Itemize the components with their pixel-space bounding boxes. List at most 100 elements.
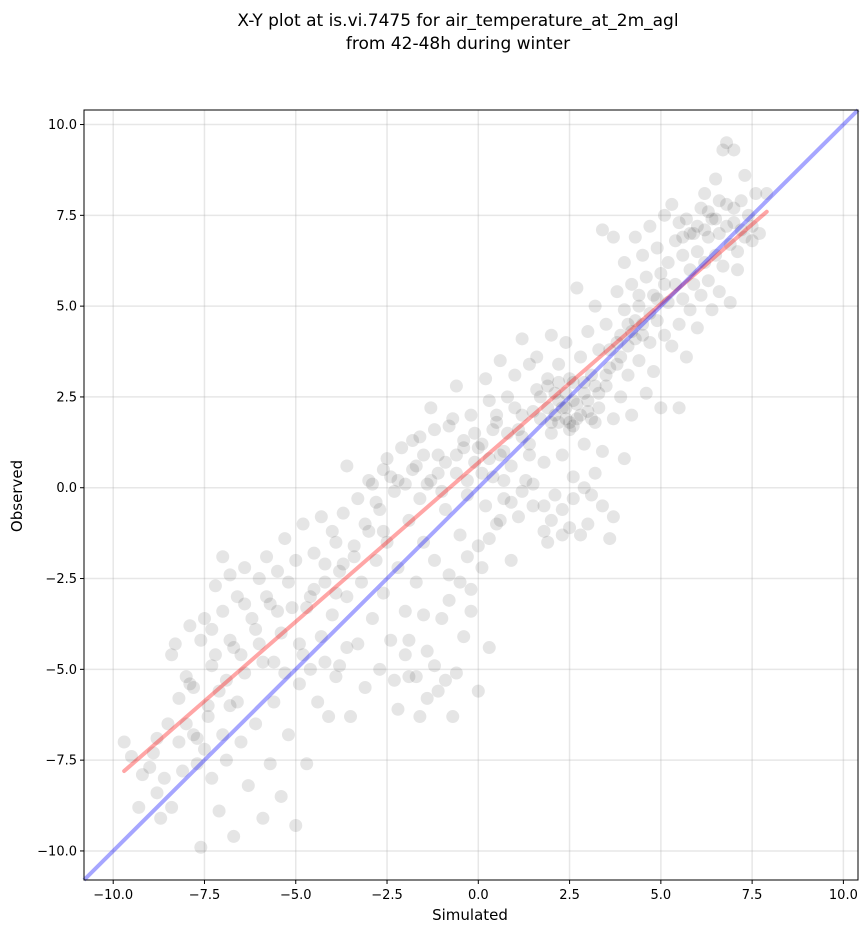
data-point xyxy=(720,219,734,233)
data-point xyxy=(698,223,712,237)
data-point xyxy=(482,641,496,655)
data-point xyxy=(369,553,383,567)
data-point xyxy=(515,430,529,444)
data-point xyxy=(446,710,460,724)
x-tick-label: 10.0 xyxy=(829,888,858,903)
data-point xyxy=(486,470,500,484)
data-point xyxy=(420,691,434,705)
data-point xyxy=(194,633,208,647)
data-point xyxy=(522,448,536,462)
regression-line xyxy=(122,209,769,774)
data-point xyxy=(216,604,230,618)
data-point xyxy=(676,230,690,244)
data-point xyxy=(701,230,715,244)
data-point xyxy=(588,379,602,393)
data-point xyxy=(336,506,350,520)
data-point xyxy=(643,306,657,320)
data-point xyxy=(475,561,489,575)
data-point xyxy=(201,710,215,724)
data-point xyxy=(552,394,566,408)
data-point xyxy=(490,415,504,429)
data-point xyxy=(216,728,230,742)
data-point xyxy=(614,390,628,404)
data-point xyxy=(362,524,376,538)
data-point xyxy=(417,608,431,622)
data-point xyxy=(260,550,274,564)
data-point xyxy=(303,662,317,676)
data-point xyxy=(606,230,620,244)
data-point xyxy=(734,223,748,237)
data-point xyxy=(219,753,233,767)
data-point xyxy=(720,197,734,211)
data-point xyxy=(745,234,759,248)
data-point xyxy=(117,735,131,749)
data-point xyxy=(194,840,208,854)
data-point xyxy=(307,546,321,560)
data-point xyxy=(289,553,303,567)
data-point xyxy=(165,800,179,814)
data-point xyxy=(190,731,204,745)
data-point xyxy=(515,408,529,422)
data-point xyxy=(446,412,460,426)
data-point xyxy=(628,332,642,346)
data-point xyxy=(391,702,405,716)
data-point xyxy=(387,673,401,687)
data-point xyxy=(227,641,241,655)
data-point xyxy=(690,321,704,335)
data-point xyxy=(329,586,343,600)
data-point xyxy=(658,328,671,342)
x-tick-label: 0.0 xyxy=(468,888,489,903)
y-tick-label: 2.5 xyxy=(56,390,77,405)
data-point xyxy=(734,194,748,208)
data-point xyxy=(303,590,317,604)
y-axis-label: Observed xyxy=(8,460,26,532)
data-point xyxy=(760,187,774,201)
data-point xyxy=(424,401,438,415)
data-point xyxy=(497,473,511,487)
data-point xyxy=(511,510,525,524)
data-point xyxy=(552,415,566,429)
data-point xyxy=(563,415,577,429)
data-point xyxy=(449,379,463,393)
data-point xyxy=(351,637,365,651)
data-point xyxy=(687,277,701,291)
data-point xyxy=(705,303,719,317)
data-point xyxy=(289,819,303,833)
y-tick-label: −2.5 xyxy=(45,572,77,587)
data-point xyxy=(281,575,295,589)
data-point xyxy=(431,448,445,462)
data-point xyxy=(566,394,580,408)
data-point xyxy=(636,328,650,342)
data-point xyxy=(197,611,211,625)
data-point xyxy=(442,419,456,433)
data-point xyxy=(457,441,471,455)
data-point xyxy=(752,226,766,240)
data-point xyxy=(526,404,540,418)
data-point xyxy=(413,710,427,724)
data-point xyxy=(625,408,639,422)
data-point xyxy=(694,201,708,215)
data-point xyxy=(325,608,339,622)
data-point xyxy=(668,234,682,248)
data-point xyxy=(420,477,434,491)
y-axis: −10.0 −7.5 −5.0 −2.5 0.0 2.5 5.0 7.5 10.0 xyxy=(37,118,84,859)
data-point xyxy=(300,601,314,615)
data-point xyxy=(154,811,168,825)
data-point xyxy=(267,695,281,709)
data-point xyxy=(453,528,467,542)
data-point xyxy=(603,532,617,546)
data-point xyxy=(665,197,679,211)
data-point xyxy=(431,466,445,480)
data-point xyxy=(409,459,423,473)
data-point xyxy=(238,666,252,680)
data-point xyxy=(541,372,555,386)
data-point xyxy=(307,582,321,596)
data-point xyxy=(508,401,522,415)
data-point xyxy=(592,401,606,415)
data-point xyxy=(135,768,149,782)
data-point xyxy=(187,681,201,694)
data-point xyxy=(362,473,376,487)
data-point xyxy=(628,314,642,328)
data-point xyxy=(387,484,401,498)
data-point xyxy=(577,386,591,400)
